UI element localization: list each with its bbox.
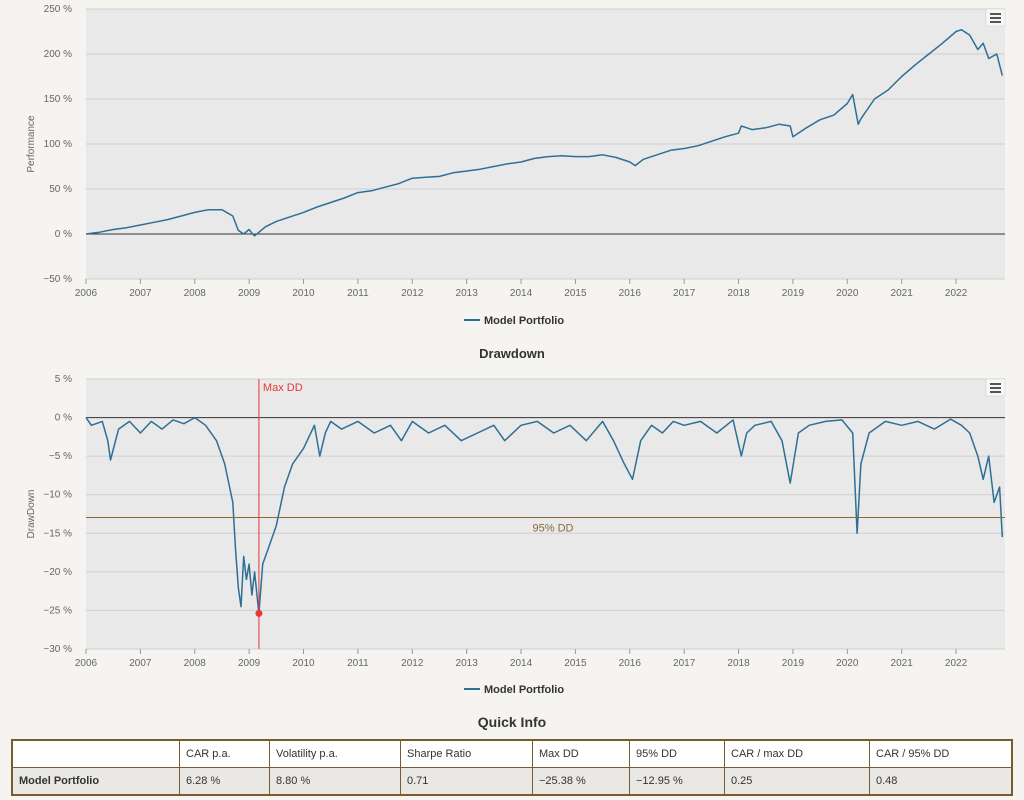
header-cell: CAR p.a. [179,739,270,768]
header-cell: 95% DD [629,739,725,768]
x-tick-label: 2016 [619,658,642,669]
x-tick-label: 2013 [456,658,479,669]
legend-label[interactable]: Model Portfolio [484,684,564,696]
y-tick-label: −20 % [43,567,72,578]
row-label: Model Portfolio [11,767,180,796]
x-tick-label: 2009 [238,288,261,299]
x-tick-label: 2008 [184,288,207,299]
x-tick-label: 2014 [510,288,533,299]
header-cell: Max DD [532,739,630,768]
y-axis-ticks: 250 % 200 % 150 % 100 % 50 % 0 % −50 % [43,4,72,285]
x-tick-label: 2019 [782,658,805,669]
annotations: 95% DD Max DD [86,379,1005,649]
gridlines [86,8,1005,280]
x-tick-label: 2022 [945,288,968,299]
plot-background [86,379,1005,649]
chart-title: Drawdown [479,346,545,361]
x-tick-label: 2011 [347,658,369,669]
table-cell: 0.48 [869,767,1013,796]
x-tick-label: 2015 [564,658,587,669]
header-cell [11,739,180,768]
y-tick-label: −15 % [43,528,72,539]
series-lines [85,28,1004,237]
y-tick-label: 150 % [44,94,72,105]
y-tick-label: −10 % [43,490,72,501]
table-cell: 0.25 [724,767,870,796]
x-axis-ticks: 2006 2007 2008 2009 2010 2011 2012 2013 2014 2015… [75,649,968,669]
x-tick-label: 2007 [129,658,152,669]
chart-menu-button[interactable] [985,8,1006,27]
x-tick-label: 2018 [727,658,750,669]
y-tick-label: 250 % [44,4,72,15]
hamburger-icon[interactable] [990,383,1001,393]
x-tick-label: 2019 [782,288,805,299]
x-tick-label: 2014 [510,658,533,669]
x-tick-label: 2010 [292,288,315,299]
y-axis-title: Performance [26,115,37,173]
x-tick-label: 2006 [75,288,98,299]
x-tick-label: 2010 [292,658,315,669]
max-dd-point[interactable] [255,609,263,617]
y-tick-label: 100 % [44,139,72,150]
x-tick-label: 2021 [891,288,914,299]
legend[interactable]: Model Portfolio [464,684,564,696]
dd95-label: 95% DD [533,522,574,534]
x-tick-label: 2012 [401,658,424,669]
table-cell: 0.71 [400,767,533,796]
x-tick-label: 2007 [129,288,152,299]
header-cell: Sharpe Ratio [400,739,533,768]
performance-chart: 250 %200 %150 %100 %50 %0 %−50 % 2006 200… [26,4,1006,327]
header-cell: CAR / max DD [724,739,870,768]
table-cell: 6.28 % [179,767,270,796]
y-tick-label: −50 % [43,274,72,285]
x-tick-label: 2012 [401,288,424,299]
legend-label[interactable]: Model Portfolio [484,315,564,327]
x-tick-label: 2013 [456,288,479,299]
header-cell: Volatility p.a. [269,739,401,768]
hamburger-icon[interactable] [990,13,1001,23]
x-tick-label: 2017 [673,658,696,669]
y-axis-ticks: 5 % 0 % −5 % −10 % −15 % −20 % −25 % −30 % [43,374,72,655]
header-cell: CAR / 95% DD [869,739,1013,768]
x-axis-ticks: 2006 2007 2008 2009 2010 2011 2012 2013 2014 2015… [75,279,968,299]
table-row: Model Portfolio 6.28 % 8.80 % 0.71 −25.3… [11,767,1013,796]
y-tick-label: 0 % [55,413,72,424]
table-cell: −12.95 % [629,767,725,796]
y-tick-label: 0 % [55,229,72,240]
y-axis-title: DrawDown [26,490,37,539]
quick-info-title: Quick Info [477,714,547,730]
drawdown-chart: Drawdown 5 % 0 % −5 % −10 % −15 % −20 % −25 % −… [26,346,1006,696]
table-cell: −25.38 % [532,767,630,796]
chart-menu-button[interactable] [985,378,1006,397]
x-tick-label: 2009 [238,658,261,669]
table-cell: 8.80 % [269,767,401,796]
x-tick-label: 2017 [673,288,696,299]
x-tick-label: 2022 [945,658,968,669]
series-line[interactable] [85,28,1004,237]
y-tick-label: −30 % [43,644,72,655]
y-tick-label: 50 % [49,184,72,195]
x-tick-label: 2011 [347,288,369,299]
x-tick-label: 2018 [727,288,750,299]
y-tick-label: 200 % [44,49,72,60]
legend[interactable]: Model Portfolio [464,315,564,327]
x-tick-label: 2016 [619,288,642,299]
series-line[interactable] [85,416,1004,615]
max-dd-label: Max DD [263,382,303,394]
x-tick-label: 2008 [184,658,207,669]
quick-info-table: CAR p.a. Volatility p.a. Sharpe Ratio Ma… [11,739,1013,796]
x-tick-label: 2020 [836,288,859,299]
y-tick-label: 5 % [55,374,72,385]
x-tick-label: 2020 [836,658,859,669]
y-tick-label: −25 % [43,605,72,616]
x-tick-label: 2006 [75,658,98,669]
x-tick-label: 2015 [564,288,587,299]
series-lines [85,416,1004,615]
y-tick-label: −5 % [49,451,72,462]
x-tick-label: 2021 [891,658,914,669]
gridlines [86,378,1005,650]
table-header-row: CAR p.a. Volatility p.a. Sharpe Ratio Ma… [11,739,1013,768]
